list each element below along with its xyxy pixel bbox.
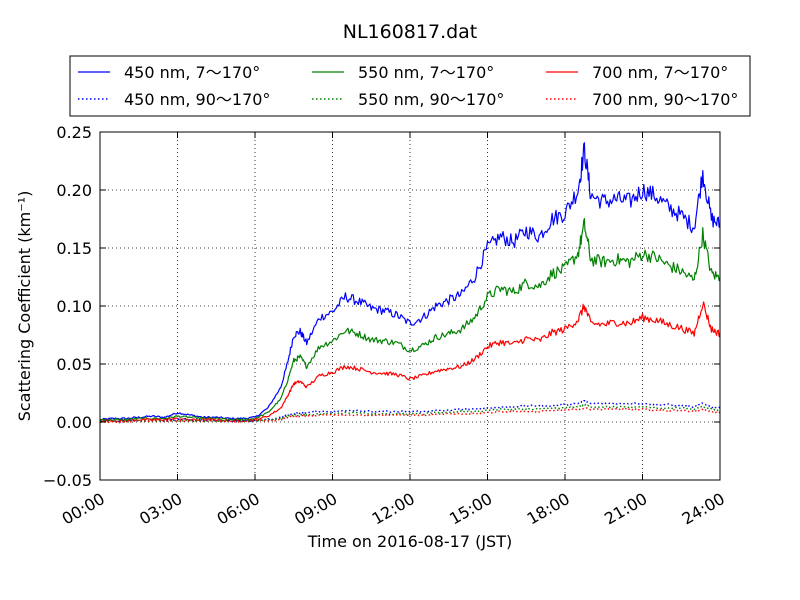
x-tick-label: 24:00 [679,489,728,529]
legend-label-1: 550 nm, 7～170° [358,63,494,82]
y-axis-label: Scattering Coefficient (km⁻¹) [15,191,34,422]
legend-label-0: 450 nm, 7～170° [124,63,260,82]
y-tick-label: 0.10 [56,297,92,316]
y-tick-label: 0.05 [56,355,92,374]
x-tick-label: 21:00 [601,489,650,529]
x-axis-label: Time on 2016-08-17 (JST) [307,532,512,551]
x-tick-label: 12:00 [369,489,418,529]
x-tick-label: 09:00 [291,489,340,529]
x-tick-label: 06:00 [214,489,263,529]
legend-label-4: 550 nm, 90～170° [358,90,504,109]
legend-label-5: 700 nm, 90～170° [592,90,738,109]
series-line-4 [99,403,721,423]
chart-title: NL160817.dat [343,21,478,43]
x-tick-label: 00:00 [59,489,108,529]
series-line-1 [99,218,721,422]
grid [100,132,720,480]
series-line-3 [99,400,721,423]
y-tick-label: 0.20 [56,181,92,200]
x-tick-label: 03:00 [136,489,185,529]
legend-box [69,55,751,117]
y-tick-label: 0.15 [56,239,92,258]
legend: 450 nm, 7～170° 550 nm, 7～170° 700 nm, 7～17… [69,55,751,117]
x-tick-label: 18:00 [524,489,573,529]
legend-label-3: 450 nm, 90～170° [124,90,270,109]
legend-label-2: 700 nm, 7～170° [592,63,728,82]
y-tick-label: 0.00 [56,413,92,432]
series-line-2 [100,301,721,423]
y-tick-label: 0.25 [56,123,92,142]
series-layer [99,142,721,424]
y-tick-label: −0.05 [43,471,92,490]
x-tick-label: 15:00 [446,489,495,529]
